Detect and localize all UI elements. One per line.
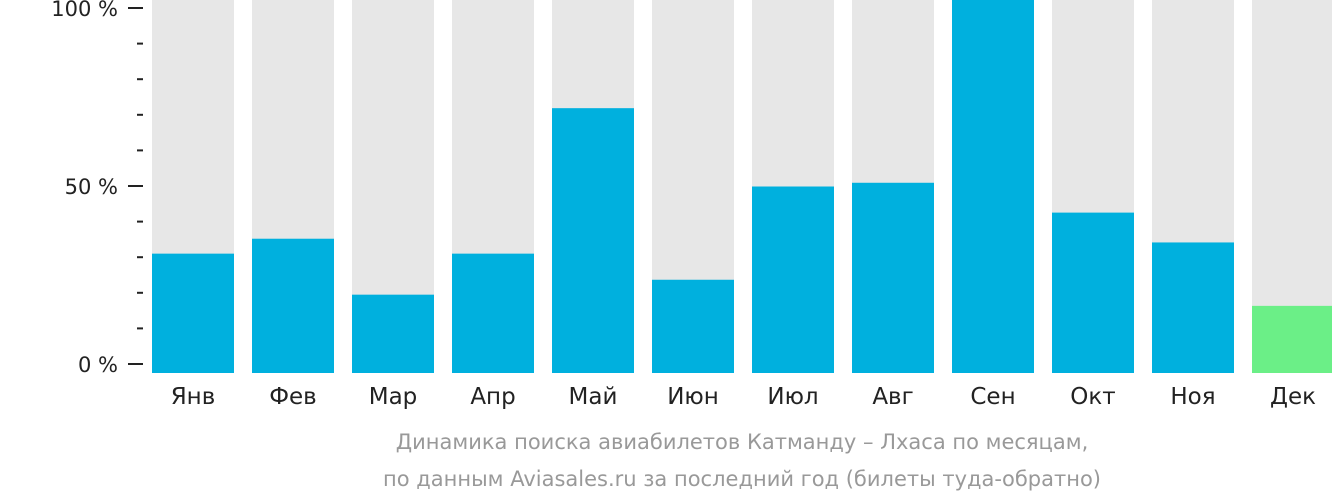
x-tick-label: Янв <box>171 384 216 410</box>
bar-Окт[interactable] <box>1052 212 1134 373</box>
bars <box>152 0 1332 374</box>
x-tick-label: Окт <box>1070 384 1115 410</box>
y-tick-label: 0 % <box>78 353 118 377</box>
bar-Авг[interactable] <box>852 182 934 373</box>
bar-Дек[interactable] <box>1252 305 1332 373</box>
bar-Ноя[interactable] <box>1152 242 1234 373</box>
bar-Июн[interactable] <box>652 279 734 373</box>
x-tick-label: Дек <box>1270 384 1316 410</box>
x-tick-label: Апр <box>470 384 515 410</box>
bar-Май[interactable] <box>552 108 634 374</box>
bar-Мар[interactable] <box>352 294 434 373</box>
x-tick-label: Мар <box>369 384 418 410</box>
y-axis: 0 % 50 % 100 % <box>51 0 143 377</box>
chart-caption-line-1: Динамика поиска авиабилетов Катманду – Л… <box>395 430 1089 454</box>
x-axis-labels: Янв Фев Мар Апр Май Июн Июл Авг Сен Окт Ноя Дек <box>171 384 1316 410</box>
bar-Сен[interactable] <box>952 0 1034 373</box>
x-tick-label: Авг <box>872 384 913 410</box>
bar-Апр[interactable] <box>452 253 534 373</box>
x-tick-label: Май <box>569 384 618 410</box>
x-tick-label: Фев <box>269 384 317 410</box>
x-tick-label: Июл <box>767 384 818 410</box>
x-tick-label: Июн <box>667 384 719 410</box>
x-tick-label: Ноя <box>1170 384 1215 410</box>
bar-Янв[interactable] <box>152 253 234 373</box>
x-tick-label: Сен <box>970 384 1015 410</box>
y-tick-label: 100 % <box>51 0 118 21</box>
chart-caption-line-2: по данным Aviasales.ru за последний год … <box>383 467 1101 491</box>
bar-Июл[interactable] <box>752 186 834 374</box>
bar-Фев[interactable] <box>252 238 334 373</box>
y-tick-label: 50 % <box>65 175 118 199</box>
